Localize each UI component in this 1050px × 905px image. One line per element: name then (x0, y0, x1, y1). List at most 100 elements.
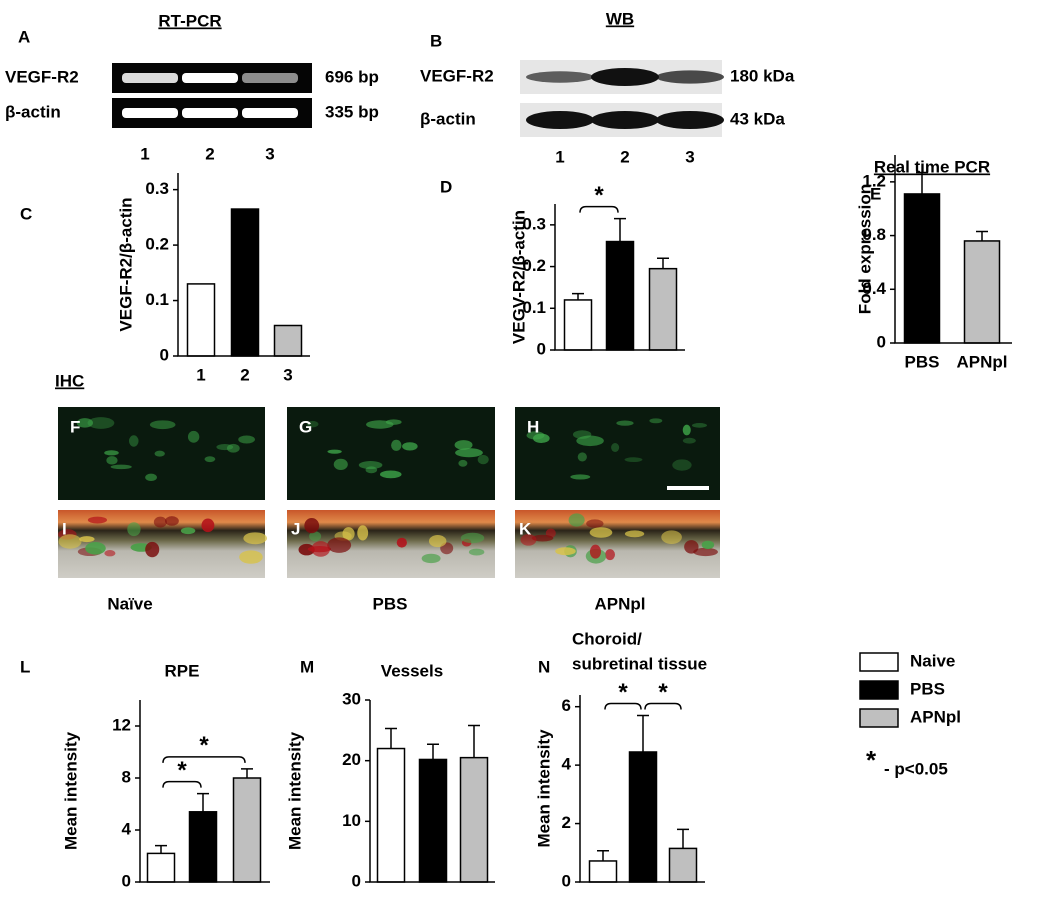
blot-band (526, 71, 594, 83)
significance-bracket (162, 756, 246, 763)
fluorescent-cell (380, 470, 402, 479)
fluorescent-cell (306, 420, 319, 428)
tissue-cell (624, 530, 645, 538)
bar (418, 758, 448, 883)
fluorescent-cell (611, 443, 620, 452)
significance-star: * (199, 732, 209, 759)
error-bar (637, 714, 649, 752)
significance-star: * (658, 679, 668, 706)
tissue-cell (239, 550, 263, 564)
fluorescent-cell (87, 417, 115, 429)
tissue-cell (661, 530, 682, 544)
y-tick-label: 10 (342, 811, 361, 830)
fluorescent-cell (616, 420, 634, 426)
panel-letter: C (20, 204, 32, 223)
fluorescent-cell (402, 442, 418, 451)
tissue-cell (311, 541, 331, 557)
fluorescent-cell (333, 458, 348, 471)
error-bar (597, 849, 609, 861)
size-label: 696 bp (325, 67, 379, 86)
image-letter: H (527, 417, 539, 436)
image-letter: I (62, 519, 67, 538)
fluorescent-cell (238, 435, 256, 444)
chart-title: subretinal tissue (572, 654, 707, 673)
bar (563, 299, 593, 351)
significance-bracket (644, 702, 682, 710)
tissue-cell (589, 544, 602, 559)
fluorescent-cell (226, 443, 240, 453)
fluorescent-cell (458, 459, 468, 467)
tissue-cell (531, 534, 554, 542)
panel-title: IHC (55, 371, 84, 390)
tissue-cell (460, 532, 485, 544)
y-axis-label: Fold expression (855, 184, 874, 314)
gel-band (182, 73, 238, 83)
fluorescent-cell (128, 435, 139, 447)
tissue-cell (327, 537, 352, 553)
lane-label: 1 (140, 144, 149, 163)
chart-title: Choroid/ (572, 629, 642, 648)
y-tick-label: 0 (122, 871, 131, 890)
panel-title: RT-PCR (158, 11, 221, 30)
legend-label: Naive (910, 651, 955, 670)
legend-swatch (859, 680, 899, 700)
legend-swatch (859, 652, 899, 672)
gel-band (242, 108, 298, 118)
y-tick-label: 30 (342, 689, 361, 708)
blot-band (656, 111, 724, 129)
fluorescent-cell (104, 450, 119, 456)
y-tick-label: 0.1 (145, 290, 169, 309)
fluorescent-cell (187, 430, 200, 443)
row-label: β-actin (5, 102, 61, 121)
fluorescent-cell (149, 420, 176, 430)
fluorescent-cell (216, 443, 234, 451)
fluorescent-cell (672, 459, 692, 471)
axes (369, 700, 495, 883)
gel-band (122, 108, 178, 118)
row-label: β-actin (420, 109, 476, 128)
tissue-cell (87, 516, 108, 524)
tissue-cell (701, 540, 715, 550)
y-axis-label: VEGF-R2/β-actin (116, 197, 135, 331)
group-label: Naïve (107, 594, 152, 613)
bar (628, 751, 658, 883)
y-axis-label: Mean intensity (285, 731, 304, 850)
chart-title: Real time PCR (874, 157, 990, 176)
bar (186, 283, 216, 357)
tissue-cell (520, 534, 537, 546)
significance-star: * (177, 757, 187, 784)
fluorescent-cell (682, 437, 696, 444)
fluorescent-cell (649, 418, 663, 424)
tissue-cell (165, 516, 179, 526)
y-tick-label: 0.2 (145, 235, 169, 254)
fluorescent-cell (327, 449, 342, 454)
fluorescent-cell (358, 461, 383, 470)
fluorescent-cell (570, 474, 591, 480)
error-bar (916, 171, 928, 194)
y-tick-label: 2 (562, 813, 571, 832)
bar (605, 240, 635, 351)
fluorescent-cell (154, 450, 165, 457)
y-tick-label: 1.2 (862, 171, 886, 190)
fluorescent-cell (477, 454, 489, 465)
tissue-cell (298, 543, 315, 556)
lane-label: 2 (205, 144, 214, 163)
tissue-cell (127, 522, 141, 537)
y-tick-label: 12 (112, 715, 131, 734)
axes (579, 695, 705, 883)
x-tick-label: PBS (905, 352, 940, 371)
fluorescent-cell (455, 448, 483, 458)
x-tick-label: 2 (240, 365, 249, 384)
image-letter: K (519, 519, 532, 538)
y-tick-label: 0.3 (145, 179, 169, 198)
lane-label: 2 (620, 147, 629, 166)
significance-bracket (604, 702, 642, 710)
fluorescent-cell (572, 430, 592, 439)
tissue-cell (396, 537, 407, 548)
panel-letter: M (300, 657, 314, 676)
size-label: 43 kDa (730, 109, 785, 128)
row-label: VEGF-R2 (5, 67, 79, 86)
y-tick-label: 0 (537, 339, 546, 358)
y-tick-label: 0.2 (522, 256, 546, 275)
